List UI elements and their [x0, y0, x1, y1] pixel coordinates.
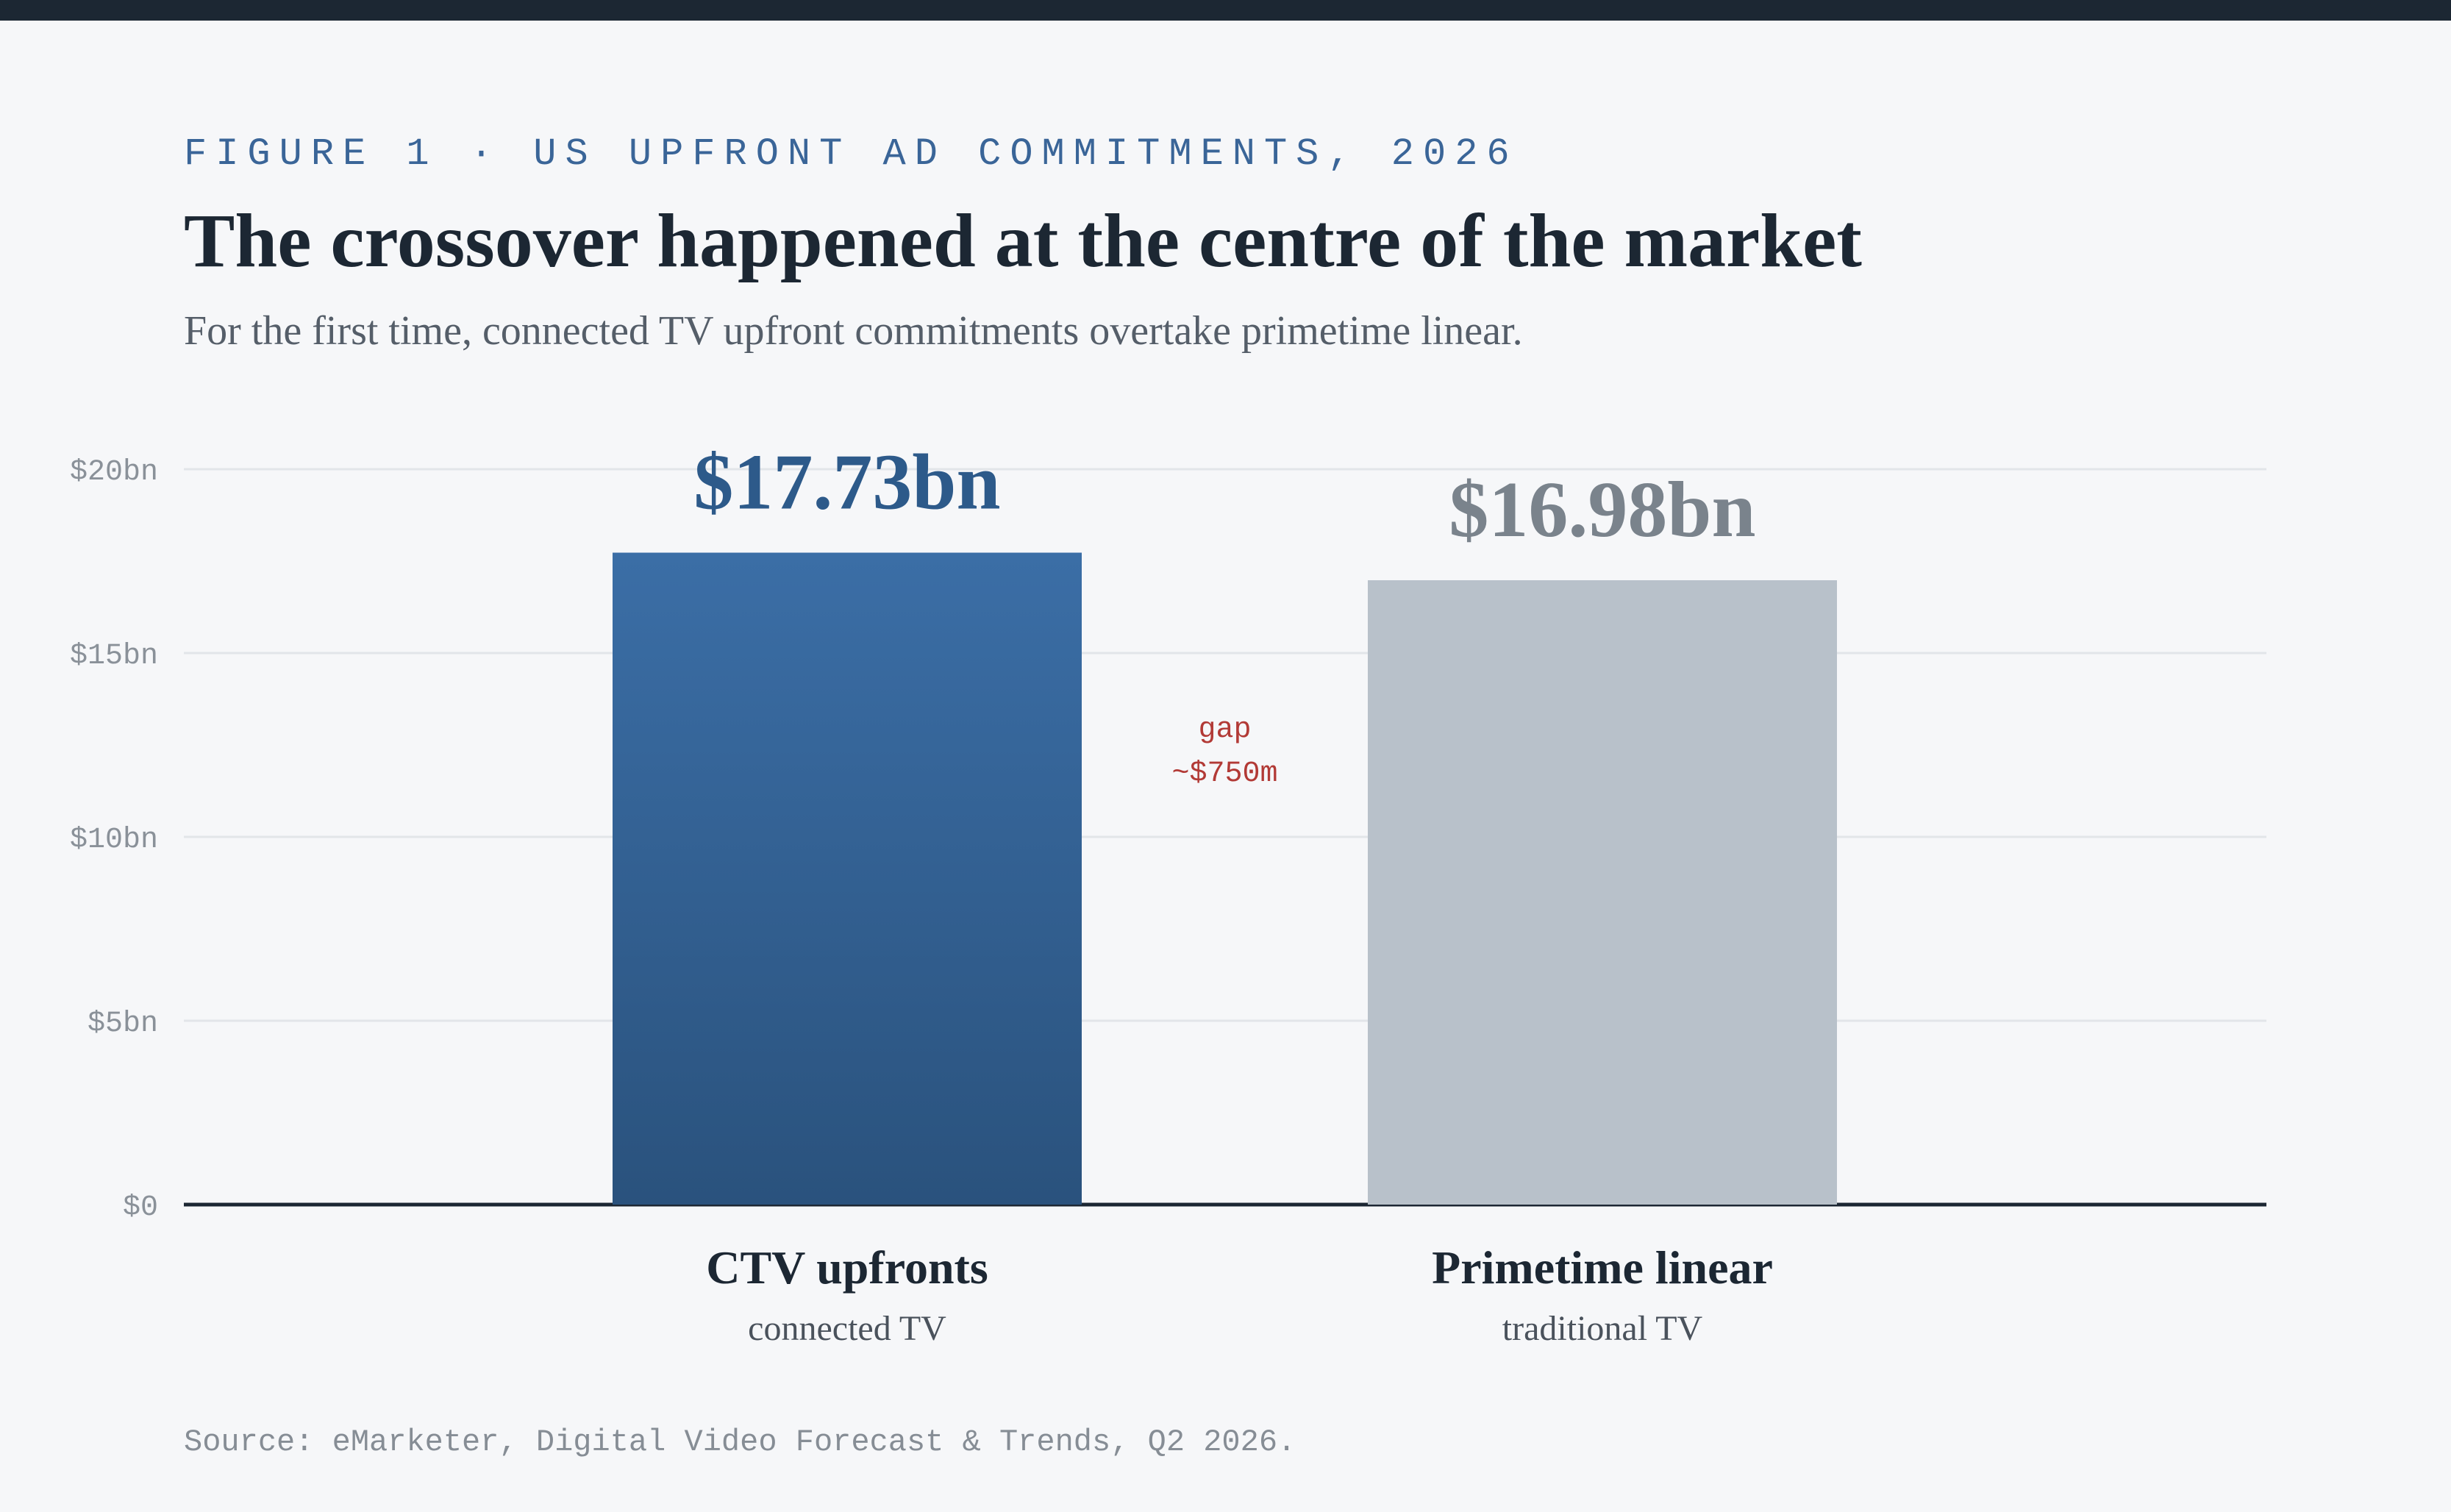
category-sublabel: traditional TV: [1502, 1309, 1703, 1348]
y-tick-label: $15bn: [70, 640, 158, 673]
top-accent-bar: [0, 0, 2451, 21]
labels: $17.73bn CTV upfronts connected TV $16.98bn…: [693, 439, 1772, 1349]
y-tick-label: $0: [123, 1191, 158, 1224]
page-title: The crossover happened at the centre of …: [184, 199, 1862, 283]
gap-annotation: gap: [1198, 713, 1251, 746]
gap-annotation: ~$750m: [1171, 757, 1277, 791]
bars: [613, 552, 1837, 1205]
y-axis-ticks: $0 $5bn $10bn $15bn $20bn: [70, 456, 158, 1224]
category-label: Primetime linear: [1432, 1241, 1773, 1294]
figure-eyebrow: FIGURE 1 · US UPFRONT AD COMMITMENTS, 20…: [184, 132, 1519, 176]
category-sublabel: connected TV: [748, 1309, 946, 1348]
bar-primetime-linear: [1368, 580, 1837, 1205]
category-label: CTV upfronts: [706, 1241, 988, 1294]
y-tick-label: $20bn: [70, 456, 158, 489]
bar-value-label: $17.73bn: [693, 439, 1000, 527]
y-tick-label: $5bn: [88, 1008, 158, 1041]
bar-value-label: $16.98bn: [1449, 466, 1755, 554]
bar-ctv-upfronts: [613, 552, 1082, 1205]
gridlines: [184, 468, 2266, 1207]
source-note: Source: eMarketer, Digital Video Forecas…: [184, 1424, 1296, 1460]
y-tick-label: $10bn: [70, 824, 158, 857]
page-subtitle: For the first time, connected TV upfront…: [184, 308, 1523, 354]
